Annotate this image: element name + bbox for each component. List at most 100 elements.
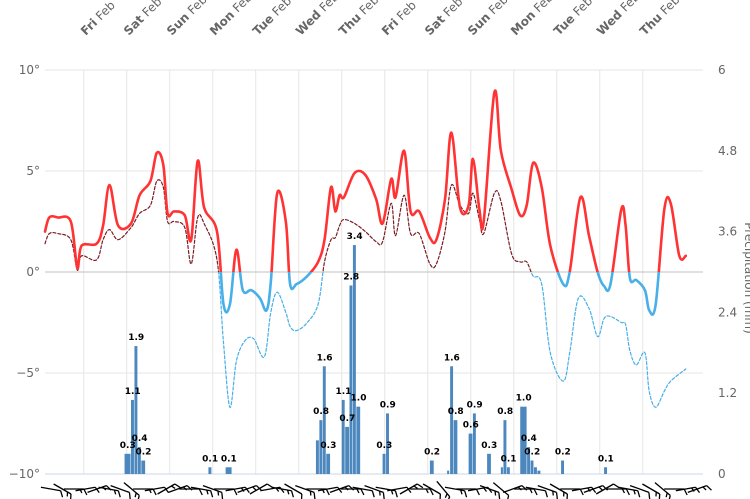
precipitation-bar-label: 0.4 [132, 434, 148, 444]
precipitation-bar-label: 0.2 [555, 448, 571, 458]
wind-barb [40, 486, 64, 498]
precipitation-bar-labels: 0.31.11.90.40.20.1 0.10.81.60.31.10.72.83… [120, 232, 614, 464]
precipitation-bar [527, 447, 531, 474]
y-left-tick-label: 10° [19, 63, 40, 77]
wind-barb [271, 486, 295, 498]
wind-barb [514, 488, 538, 496]
precipitation-bar-label: 0.4 [521, 434, 537, 444]
y-left-tick-label: −5° [16, 366, 40, 380]
precipitation-bar [225, 467, 232, 474]
precipitation-bar-label: 0.1 [221, 454, 237, 464]
wind-barb [317, 486, 343, 494]
precipitation-bar-label: 0.3 [120, 441, 136, 451]
precipitation-bar [134, 346, 138, 474]
wind-barb [606, 488, 631, 496]
wind-barb [583, 484, 609, 494]
precipitation-bar [326, 453, 331, 474]
wind-barb [202, 484, 224, 499]
precipitation-bar-label: 3.4 [347, 232, 363, 242]
wind-barb [456, 488, 480, 496]
precipitation-bar [537, 470, 541, 474]
wind-barb [436, 480, 451, 499]
wind-barb [53, 483, 72, 499]
y-right-tick-label: 1.2 [718, 386, 737, 400]
precipitation-bar [530, 460, 534, 474]
wind-barb [237, 484, 262, 494]
precipitation-bar [137, 447, 141, 474]
precipitation-bar-label: 0.3 [376, 441, 392, 451]
wind-barbs [40, 480, 712, 499]
precipitation-bar [429, 460, 434, 474]
precipitation-bar [208, 467, 212, 474]
y-axis-left: 10° 5° 0° −5° −10° [9, 63, 40, 481]
precipitation-bar-label: 0.2 [136, 448, 152, 458]
precipitation-bar-label: 1.6 [444, 353, 460, 363]
wind-barb [387, 486, 412, 494]
wind-barb [329, 484, 355, 494]
y-left-tick-label: 0° [26, 265, 40, 279]
wind-barb [144, 486, 170, 494]
y-right-tick-label: 6 [718, 63, 726, 77]
wind-barb [399, 483, 424, 495]
precipitation-bar [322, 366, 326, 474]
precipitation-bar-label: 0.8 [497, 407, 513, 417]
day-label: Sun Feb [465, 0, 511, 38]
precipitation-bar-label: 0.1 [202, 454, 218, 464]
wind-barb [629, 484, 651, 499]
wind-barb [444, 486, 468, 498]
precipitation-bar-label: 0.9 [380, 400, 396, 410]
y-left-tick-label: 5° [26, 164, 40, 178]
wind-barb [502, 484, 528, 494]
precipitation-bar-label: 1.6 [317, 353, 333, 363]
precipitation-bar [345, 426, 349, 474]
precipitation-bar [520, 406, 527, 474]
y-right-tick-label: 4.8 [718, 144, 737, 158]
precipitation-bars [124, 245, 608, 474]
precipitation-bar-label: 0.1 [501, 454, 517, 464]
wind-barb [571, 486, 597, 494]
y-axis-right-title: Precipitation (mm) [742, 222, 750, 334]
precipitation-bar-label: 0.6 [463, 421, 479, 431]
precipitation-bar [356, 406, 361, 474]
temperature-line-above-zero [43, 89, 688, 272]
precipitation-bar-label: 0.3 [320, 441, 336, 451]
dew-point-line-above-zero [44, 179, 532, 272]
wind-barb [213, 488, 238, 496]
wind-barb [595, 483, 620, 495]
plot-grid [45, 69, 703, 475]
precipitation-bar [447, 470, 450, 474]
y-left-tick-label: −10° [9, 467, 40, 481]
wind-barb [525, 486, 548, 498]
precipitation-bar-label: 1.1 [125, 387, 141, 397]
wind-barb [98, 486, 121, 498]
wind-barb [537, 484, 558, 499]
temperature-lines [43, 89, 688, 408]
precipitation-bar-label: 0.9 [467, 400, 483, 410]
day-label: Mon Feb [508, 0, 556, 38]
day-label: Thu Feb [336, 0, 381, 38]
precipitation-bar [352, 245, 356, 474]
precipitation-bar-label: 1.9 [128, 333, 144, 343]
day-label: Sun Feb [164, 0, 210, 38]
day-label: Wed Feb [293, 0, 342, 38]
day-label: Tue Feb [551, 0, 595, 38]
wind-barb [340, 488, 365, 496]
wind-barb [352, 486, 375, 498]
precipitation-bar [453, 420, 458, 474]
day-label: Wed Feb [594, 0, 643, 38]
precipitation-bar [487, 453, 491, 474]
wind-barb [110, 484, 131, 499]
temperature-line-below-zero [219, 272, 661, 316]
precipitation-bar-label: 1.0 [351, 394, 367, 404]
precipitation-bar [450, 366, 454, 474]
wind-barb [618, 486, 641, 498]
day-label: Mon Feb [207, 0, 255, 38]
precipitation-bar-label: 0.2 [524, 448, 540, 458]
precipitation-bar [319, 420, 323, 474]
wind-barb [295, 484, 316, 499]
precipitation-bar [349, 285, 353, 474]
day-label: Fri Feb [379, 0, 419, 38]
y-axis-right: Precipitation (mm) 6 4.8 3.6 2.4 1.2 0 [718, 63, 750, 481]
precipitation-bar [315, 440, 319, 474]
day-label: Thu Feb [637, 0, 682, 38]
